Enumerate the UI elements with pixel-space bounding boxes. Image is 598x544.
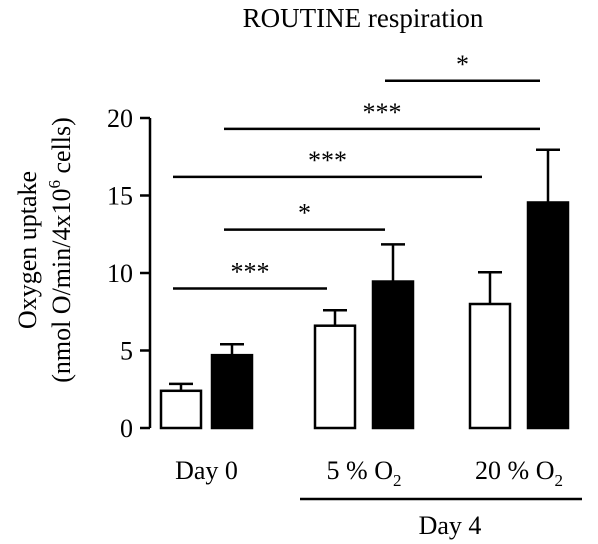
significance-label: *** [363,98,402,127]
bar [526,201,570,430]
bar [313,324,357,430]
bar [210,353,254,430]
group-label: Day 4 [419,511,482,540]
x-tick-label: 20 % O2 [475,456,563,490]
y-axis-label-line1: Oxygen uptake [13,171,42,329]
y-tick-label: 5 [120,337,133,366]
x-tick-label: Day 0 [175,456,238,485]
y-axis-label-line2: (nmol O/min/4x106 cells) [45,117,76,383]
chart-title: ROUTINE respiration [243,3,484,33]
y-tick-label: 0 [120,414,133,443]
y-tick-label: 10 [107,259,133,288]
x-tick-label: 5 % O2 [327,456,402,490]
significance-label: *** [308,146,347,175]
bar [468,302,512,430]
bar [371,280,415,430]
significance-label: * [456,50,469,79]
y-tick-label: 20 [107,104,133,133]
y-axis-label: Oxygen uptake (nmol O/min/4x106 cells) [13,117,76,383]
bar [159,389,203,430]
significance-label: * [298,199,311,228]
significance-label: *** [231,258,270,287]
y-tick-label: 15 [107,182,133,211]
